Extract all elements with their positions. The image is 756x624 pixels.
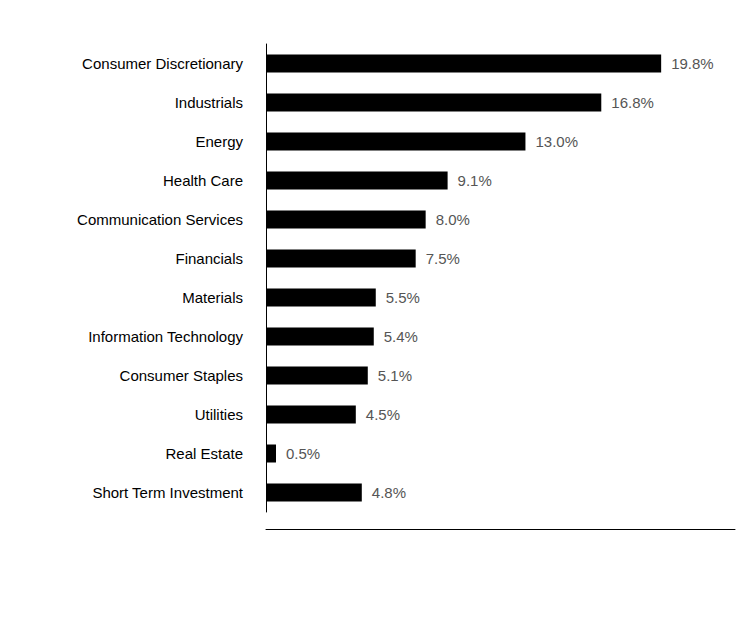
svg-text:0.5%: 0.5% bbox=[286, 445, 320, 462]
svg-text:Consumer Staples: Consumer Staples bbox=[120, 367, 243, 384]
svg-text:8.0%: 8.0% bbox=[436, 211, 470, 228]
svg-text:Energy: Energy bbox=[195, 133, 243, 150]
svg-text:Real Estate: Real Estate bbox=[165, 445, 243, 462]
svg-text:Industrials: Industrials bbox=[175, 94, 243, 111]
svg-text:Communication Services: Communication Services bbox=[77, 211, 243, 228]
svg-text:5.4%: 5.4% bbox=[384, 328, 418, 345]
svg-text:Materials: Materials bbox=[182, 289, 243, 306]
svg-text:9.1%: 9.1% bbox=[458, 172, 492, 189]
svg-text:4.5%: 4.5% bbox=[366, 406, 400, 423]
svg-text:Consumer Discretionary: Consumer Discretionary bbox=[82, 55, 243, 72]
svg-text:16.8%: 16.8% bbox=[611, 94, 654, 111]
svg-text:4.8%: 4.8% bbox=[372, 484, 406, 501]
svg-text:Health Care: Health Care bbox=[163, 172, 243, 189]
svg-text:Short Term Investment: Short Term Investment bbox=[92, 484, 243, 501]
svg-text:13.0%: 13.0% bbox=[535, 133, 578, 150]
svg-text:7.5%: 7.5% bbox=[426, 250, 460, 267]
svg-text:Utilities: Utilities bbox=[195, 406, 243, 423]
svg-text:Information Technology: Information Technology bbox=[88, 328, 243, 345]
svg-text:5.5%: 5.5% bbox=[386, 289, 420, 306]
svg-text:5.1%: 5.1% bbox=[378, 367, 412, 384]
svg-text:19.8%: 19.8% bbox=[671, 55, 714, 72]
svg-text:Financials: Financials bbox=[175, 250, 243, 267]
